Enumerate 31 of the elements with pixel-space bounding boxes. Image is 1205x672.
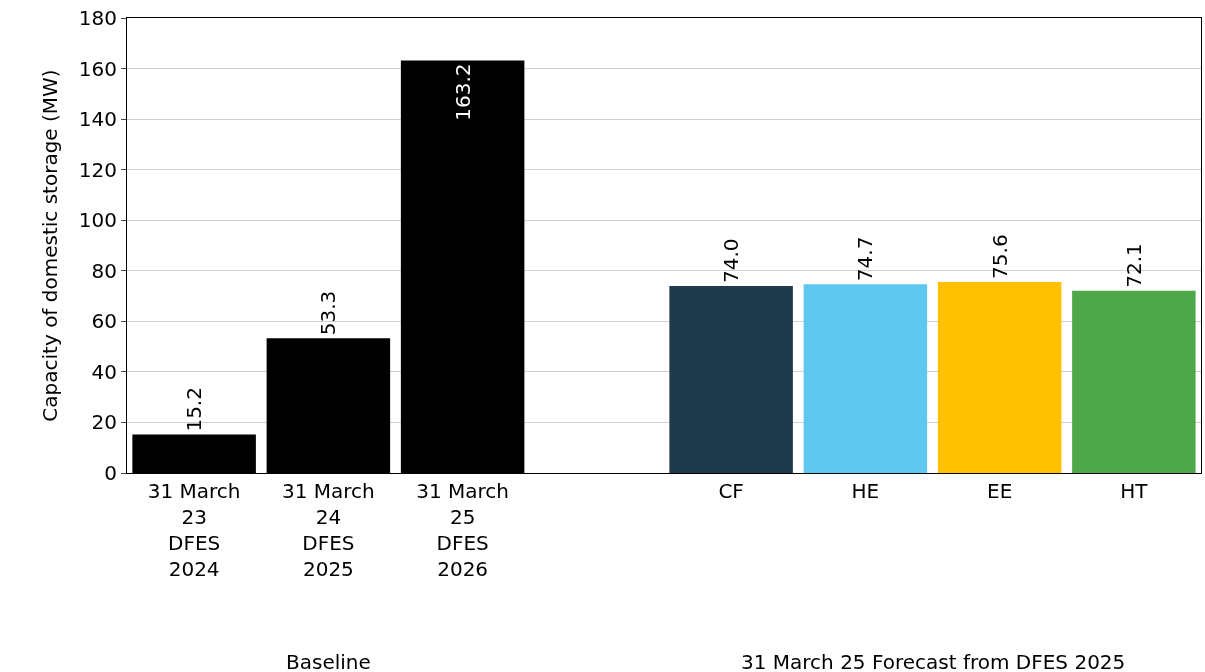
data-label: 53.3 — [316, 290, 341, 336]
y-tick-label: 40 — [91, 359, 117, 384]
y-tick-label: 180 — [78, 6, 117, 30]
bar — [669, 285, 793, 473]
bar — [803, 284, 928, 473]
y-axis-title: Capacity of domestic storage (MW) — [38, 69, 63, 422]
bar — [937, 281, 1062, 473]
y-tick-label: 120 — [78, 157, 117, 182]
y-tick-label: 20 — [91, 410, 117, 435]
y-tick-label: 160 — [78, 56, 117, 81]
x-tick-label: HT — [1120, 479, 1149, 503]
data-label: 75.6 — [987, 234, 1012, 279]
y-tick-label: 80 — [91, 258, 117, 283]
x-tick-label: EE — [986, 479, 1013, 503]
data-label: 72.1 — [1121, 243, 1146, 288]
data-label: 15.2 — [182, 387, 207, 432]
y-tick-label: 100 — [78, 208, 117, 233]
y-tick-label: 60 — [91, 309, 117, 334]
data-label: 74.7 — [853, 236, 878, 282]
bar — [1072, 290, 1196, 473]
data-label: 163.2 — [450, 63, 475, 121]
y-tick-label: 0 — [104, 461, 117, 485]
text: 31 March 25 Forecast from DFES 2025 — [741, 650, 1126, 672]
y-tick-label: 140 — [78, 107, 117, 132]
x-tick-label: 31 March 25 DFES 2026 — [416, 479, 510, 581]
data-label: 74.0 — [719, 238, 744, 283]
x-tick-label: 31 March 23 DFES 2024 — [147, 479, 241, 581]
x-tick-label: CF — [718, 479, 744, 503]
x-tick-label: 31 March 24 DFES 2025 — [281, 479, 375, 581]
text: Baseline — [286, 650, 371, 672]
x-tick-label: HE — [851, 479, 880, 503]
